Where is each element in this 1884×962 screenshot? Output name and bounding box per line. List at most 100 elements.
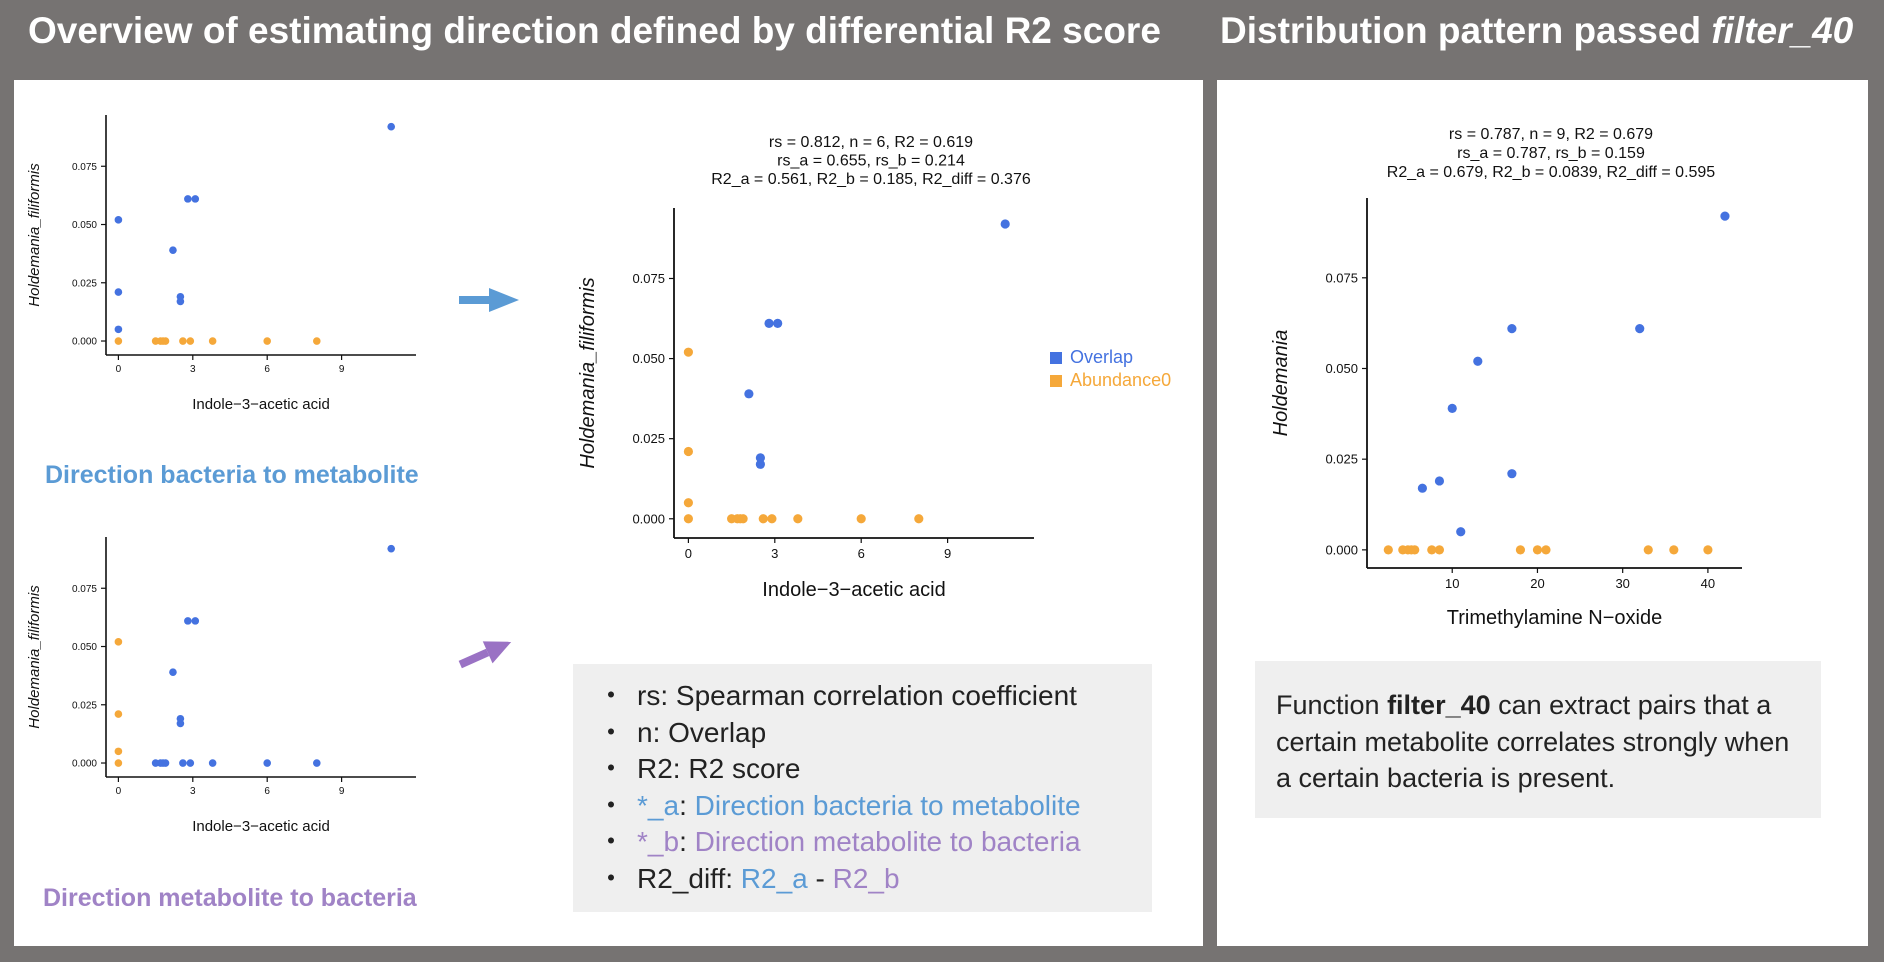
small-scatter-direction-b: 0.000 0.025 0.050 0.075 0 3 6 9 Indole−3−acetic … — [26, 537, 416, 835]
arrow-a-icon — [459, 288, 519, 312]
bullet-icon: ・ — [597, 789, 626, 821]
abundance0-point — [683, 446, 693, 457]
overlap-point — [755, 453, 765, 463]
overlap-point — [169, 246, 177, 254]
main-scatter: rs = 0.812, n = 6, R2 = 0.619 rs_a = 0.65… — [577, 134, 1034, 601]
note-line: ・ rs: Spearman correlation coefficient — [597, 678, 1152, 715]
legend-item-abundance0: Abundance0 — [1050, 369, 1171, 392]
overlap-point — [1417, 483, 1427, 493]
overlap-point — [208, 759, 217, 767]
y-axis-label: Holdemania_filiformis — [26, 163, 43, 307]
y-tick-label: 0.000 — [72, 337, 97, 348]
legend-label-abundance0: Abundance0 — [1070, 370, 1172, 390]
abundance0-point — [313, 337, 321, 345]
note-text: Direction bacteria to metabolite — [694, 789, 1081, 821]
overlap-point — [184, 617, 192, 625]
distribution-title-prefix: Distribution pattern passed — [1220, 10, 1712, 51]
note-line: ・ n: Overlap — [597, 715, 1152, 752]
description-prefix: Function — [1276, 690, 1388, 720]
note-text: R2_diff: — [637, 862, 741, 894]
y-tick-label: 0.075 — [632, 271, 665, 286]
x-tick-label: 9 — [339, 364, 345, 375]
abundance0-point — [1515, 545, 1526, 555]
overlap-point — [1000, 219, 1010, 229]
bullet-icon: ・ — [597, 826, 626, 857]
description-suffix: can extract pairs that a certain metabol… — [1276, 690, 1790, 793]
y-tick-label: 0.050 — [632, 351, 665, 366]
overlap-point — [1456, 527, 1466, 537]
abundance0-point — [683, 514, 693, 524]
chart-title-line: R2_a = 0.679, R2_b = 0.0839, R2_diff = 0… — [1387, 164, 1716, 181]
note-line: ・ *_a: Direction bacteria to metabolite — [597, 788, 1152, 825]
overlap-point — [1473, 356, 1483, 366]
abundance0-point — [758, 514, 768, 524]
note-line: ・ R2_diff: R2_a - R2_b — [597, 861, 1152, 898]
overlap-point — [176, 719, 185, 728]
filter-panel: rs = 0.787, n = 9, R2 = 0.679 rs_a = 0.78… — [1217, 80, 1868, 946]
abundance0-point — [186, 337, 195, 345]
chart-title-line: rs = 0.812, n = 6, R2 = 0.619 — [769, 134, 973, 151]
overlap-point — [1447, 403, 1457, 413]
note-line: ・ *_b: Direction metabolite to bacteria — [597, 824, 1152, 861]
overlap-point — [313, 759, 321, 767]
abundance0-point — [683, 498, 693, 508]
y-axis-label: Holdemania_filiformis — [26, 585, 43, 729]
abundance0-point — [767, 514, 777, 524]
legend-swatch-abundance0 — [1050, 374, 1062, 387]
chart-title-line: rs = 0.787, n = 9, R2 = 0.679 — [1449, 126, 1653, 143]
overlap-point — [114, 288, 123, 296]
note-text: R2: R2 score — [637, 753, 801, 784]
overlap-point — [263, 759, 271, 767]
overview-panel: 0.000 0.025 0.050 0.075 0 3 6 9 Indole−3−acetic … — [14, 80, 1203, 946]
overlap-point — [191, 617, 200, 625]
abundance0-point — [114, 747, 123, 756]
y-tick-label: 0.050 — [72, 642, 97, 653]
note-text: R2_b — [832, 862, 900, 894]
abundance0-point — [793, 514, 803, 524]
small-scatter-direction-a: 0.000 0.025 0.050 0.075 0 3 6 9 Indole−3−acetic … — [26, 115, 416, 413]
overlap-point — [773, 318, 783, 328]
y-tick-label: 0.000 — [1325, 542, 1358, 557]
arrow-b-icon — [458, 641, 512, 669]
abundance0-point — [161, 337, 170, 345]
overlap-point — [161, 759, 170, 767]
overlap-point — [755, 459, 765, 469]
y-tick-label: 0.075 — [72, 584, 97, 595]
abundance0-point — [1410, 545, 1420, 555]
abundance0-point — [114, 710, 123, 718]
note-text: *_a — [637, 789, 680, 821]
overlap-point — [744, 389, 754, 399]
note-text: n: Overlap — [637, 716, 767, 748]
overlap-point — [169, 668, 177, 676]
filter-description-box: Function filter_40 can extract pairs tha… — [1255, 661, 1821, 818]
arrows-layer — [458, 288, 519, 669]
main-legend: Overlap Abundance0 — [1050, 346, 1171, 392]
abundance0-point — [263, 337, 271, 345]
overlap-point — [1720, 211, 1730, 221]
y-axis-label: Holdemania_filiformis — [577, 277, 599, 468]
chart-title-line: R2_a = 0.561, R2_b = 0.185, R2_diff = 0.… — [711, 171, 1031, 188]
overlap-point — [1507, 323, 1517, 334]
note-text: : — [679, 826, 695, 857]
overlap-point — [179, 759, 187, 767]
x-tick-label: 6 — [264, 364, 270, 375]
overlap-point — [114, 216, 123, 224]
y-tick-label: 0.075 — [72, 162, 97, 173]
chart-title-line: rs_a = 0.787, rs_b = 0.159 — [1457, 145, 1645, 162]
x-tick-label: 0 — [116, 786, 122, 797]
note-text: rs: Spearman correlation coefficient — [637, 680, 1077, 711]
y-tick-label: 0.025 — [1325, 452, 1358, 467]
x-axis-label: Indole−3−acetic acid — [762, 579, 945, 601]
x-tick-label: 9 — [339, 786, 345, 797]
x-tick-label: 30 — [1615, 576, 1629, 591]
abundance0-point — [114, 638, 123, 646]
legend-item-overlap: Overlap — [1050, 346, 1171, 369]
x-tick-label: 6 — [264, 786, 270, 797]
overlap-point — [191, 195, 200, 203]
bullet-icon: ・ — [597, 862, 626, 894]
x-tick-label: 9 — [944, 546, 951, 561]
distribution-title-filter-name: filter_40 — [1711, 10, 1854, 51]
bullet-icon: ・ — [597, 716, 626, 748]
abundance0-point — [1383, 545, 1393, 555]
x-axis-label: Indole−3−acetic acid — [192, 818, 330, 835]
